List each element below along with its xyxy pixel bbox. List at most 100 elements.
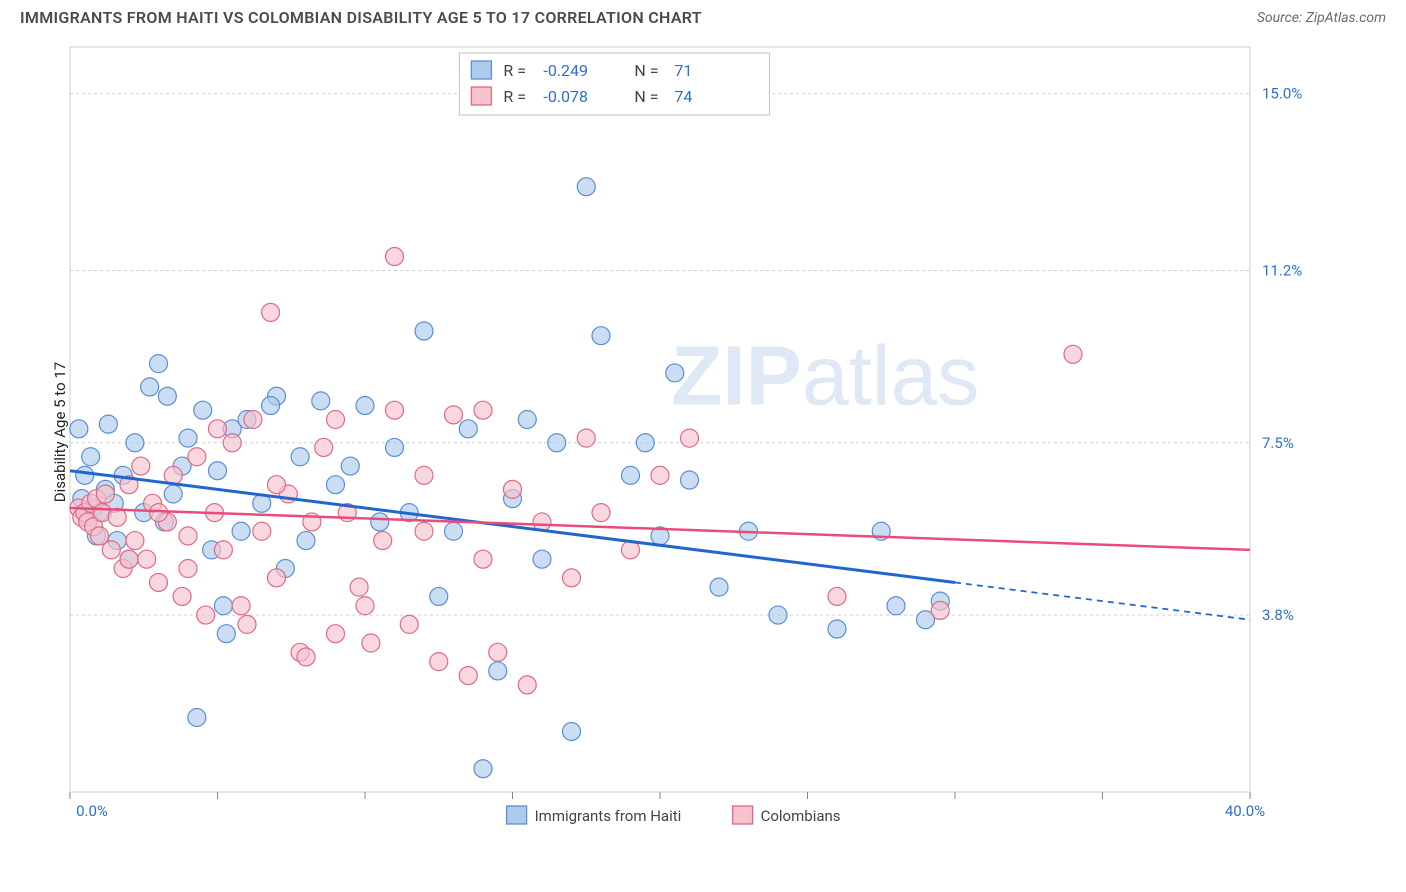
data-point [445, 522, 463, 540]
legend-r-value: -0.078 [543, 87, 588, 106]
data-point [217, 625, 235, 643]
legend-n-value: 74 [674, 87, 692, 106]
data-point [327, 476, 345, 494]
plot-area: Disability Age 5 to 17 3.8%7.5%11.2%15.0… [50, 42, 1330, 822]
data-point [445, 406, 463, 424]
data-point [173, 587, 191, 605]
data-point [350, 578, 368, 596]
chart-svg: 3.8%7.5%11.2%15.0%0.0%40.0%ZIPatlasR =-0… [50, 42, 1330, 842]
legend-n-label: N = [634, 87, 658, 106]
data-point [415, 466, 433, 484]
data-point [474, 760, 492, 778]
data-point [102, 541, 120, 559]
data-point [262, 397, 280, 415]
data-point [356, 597, 374, 615]
x-max-label: 40.0% [1225, 802, 1265, 820]
data-point [141, 378, 159, 396]
data-point [194, 401, 212, 419]
bottom-legend-label: Colombians [761, 807, 841, 825]
bottom-legend-swatch [733, 806, 753, 824]
data-point [415, 322, 433, 340]
y-tick-label: 3.8% [1262, 606, 1294, 624]
data-point [681, 429, 699, 447]
data-point [232, 522, 250, 540]
data-point [371, 513, 389, 531]
chart-header: IMMIGRANTS FROM HAITI VS COLOMBIAN DISAB… [0, 0, 1406, 31]
data-point [312, 392, 330, 410]
data-point [262, 303, 280, 321]
data-point [681, 471, 699, 489]
data-point [374, 532, 392, 550]
data-point [533, 550, 551, 568]
data-point [126, 532, 144, 550]
data-point [209, 462, 227, 480]
data-point [214, 597, 232, 615]
bottom-legend-swatch [507, 806, 527, 824]
x-min-label: 0.0% [76, 802, 108, 820]
data-point [504, 480, 522, 498]
data-point [931, 601, 949, 619]
data-point [548, 434, 566, 452]
data-point [70, 420, 88, 438]
data-point [362, 634, 380, 652]
data-point [150, 573, 168, 591]
data-point [459, 667, 477, 685]
legend-swatch [471, 61, 491, 79]
data-point [232, 597, 250, 615]
data-point [489, 662, 507, 680]
data-point [341, 457, 359, 475]
data-point [164, 485, 182, 503]
data-point [577, 178, 595, 196]
data-point [297, 532, 315, 550]
data-point [651, 466, 669, 484]
data-point [1064, 345, 1082, 363]
data-point [253, 522, 271, 540]
data-point [459, 420, 477, 438]
legend-n-value: 71 [674, 61, 692, 80]
data-point [158, 387, 176, 405]
data-point [577, 429, 595, 447]
data-point [666, 364, 684, 382]
data-point [592, 504, 610, 522]
data-point [209, 420, 227, 438]
legend-swatch [471, 87, 491, 105]
data-point [327, 625, 345, 643]
data-point [356, 397, 374, 415]
chart-title: IMMIGRANTS FROM HAITI VS COLOMBIAN DISAB… [20, 8, 702, 27]
data-point [291, 448, 309, 466]
data-point [474, 550, 492, 568]
data-point [188, 709, 206, 727]
data-point [430, 653, 448, 671]
data-point [99, 415, 117, 433]
data-point [710, 578, 728, 596]
data-point [188, 448, 206, 466]
data-point [474, 401, 492, 419]
data-point [563, 569, 581, 587]
data-point [489, 643, 507, 661]
data-point [430, 587, 448, 605]
y-axis-label: Disability Age 5 to 17 [51, 362, 69, 502]
data-point [150, 504, 168, 522]
data-point [96, 485, 114, 503]
legend-r-label: R = [503, 61, 526, 80]
data-point [126, 434, 144, 452]
data-point [400, 615, 418, 633]
legend-n-label: N = [634, 61, 658, 80]
data-point [238, 615, 256, 633]
data-point [386, 401, 404, 419]
data-point [82, 448, 100, 466]
data-point [769, 606, 787, 624]
data-point [268, 476, 286, 494]
data-point [132, 457, 150, 475]
data-point [563, 722, 581, 740]
watermark: ZIPatlas [671, 329, 979, 423]
data-point [223, 434, 241, 452]
data-point [518, 676, 536, 694]
data-point [518, 411, 536, 429]
data-point [828, 587, 846, 605]
data-point [636, 434, 654, 452]
data-point [622, 466, 640, 484]
y-tick-label: 7.5% [1262, 434, 1294, 452]
data-point [327, 411, 345, 429]
bottom-legend-label: Immigrants from Haiti [535, 807, 682, 825]
